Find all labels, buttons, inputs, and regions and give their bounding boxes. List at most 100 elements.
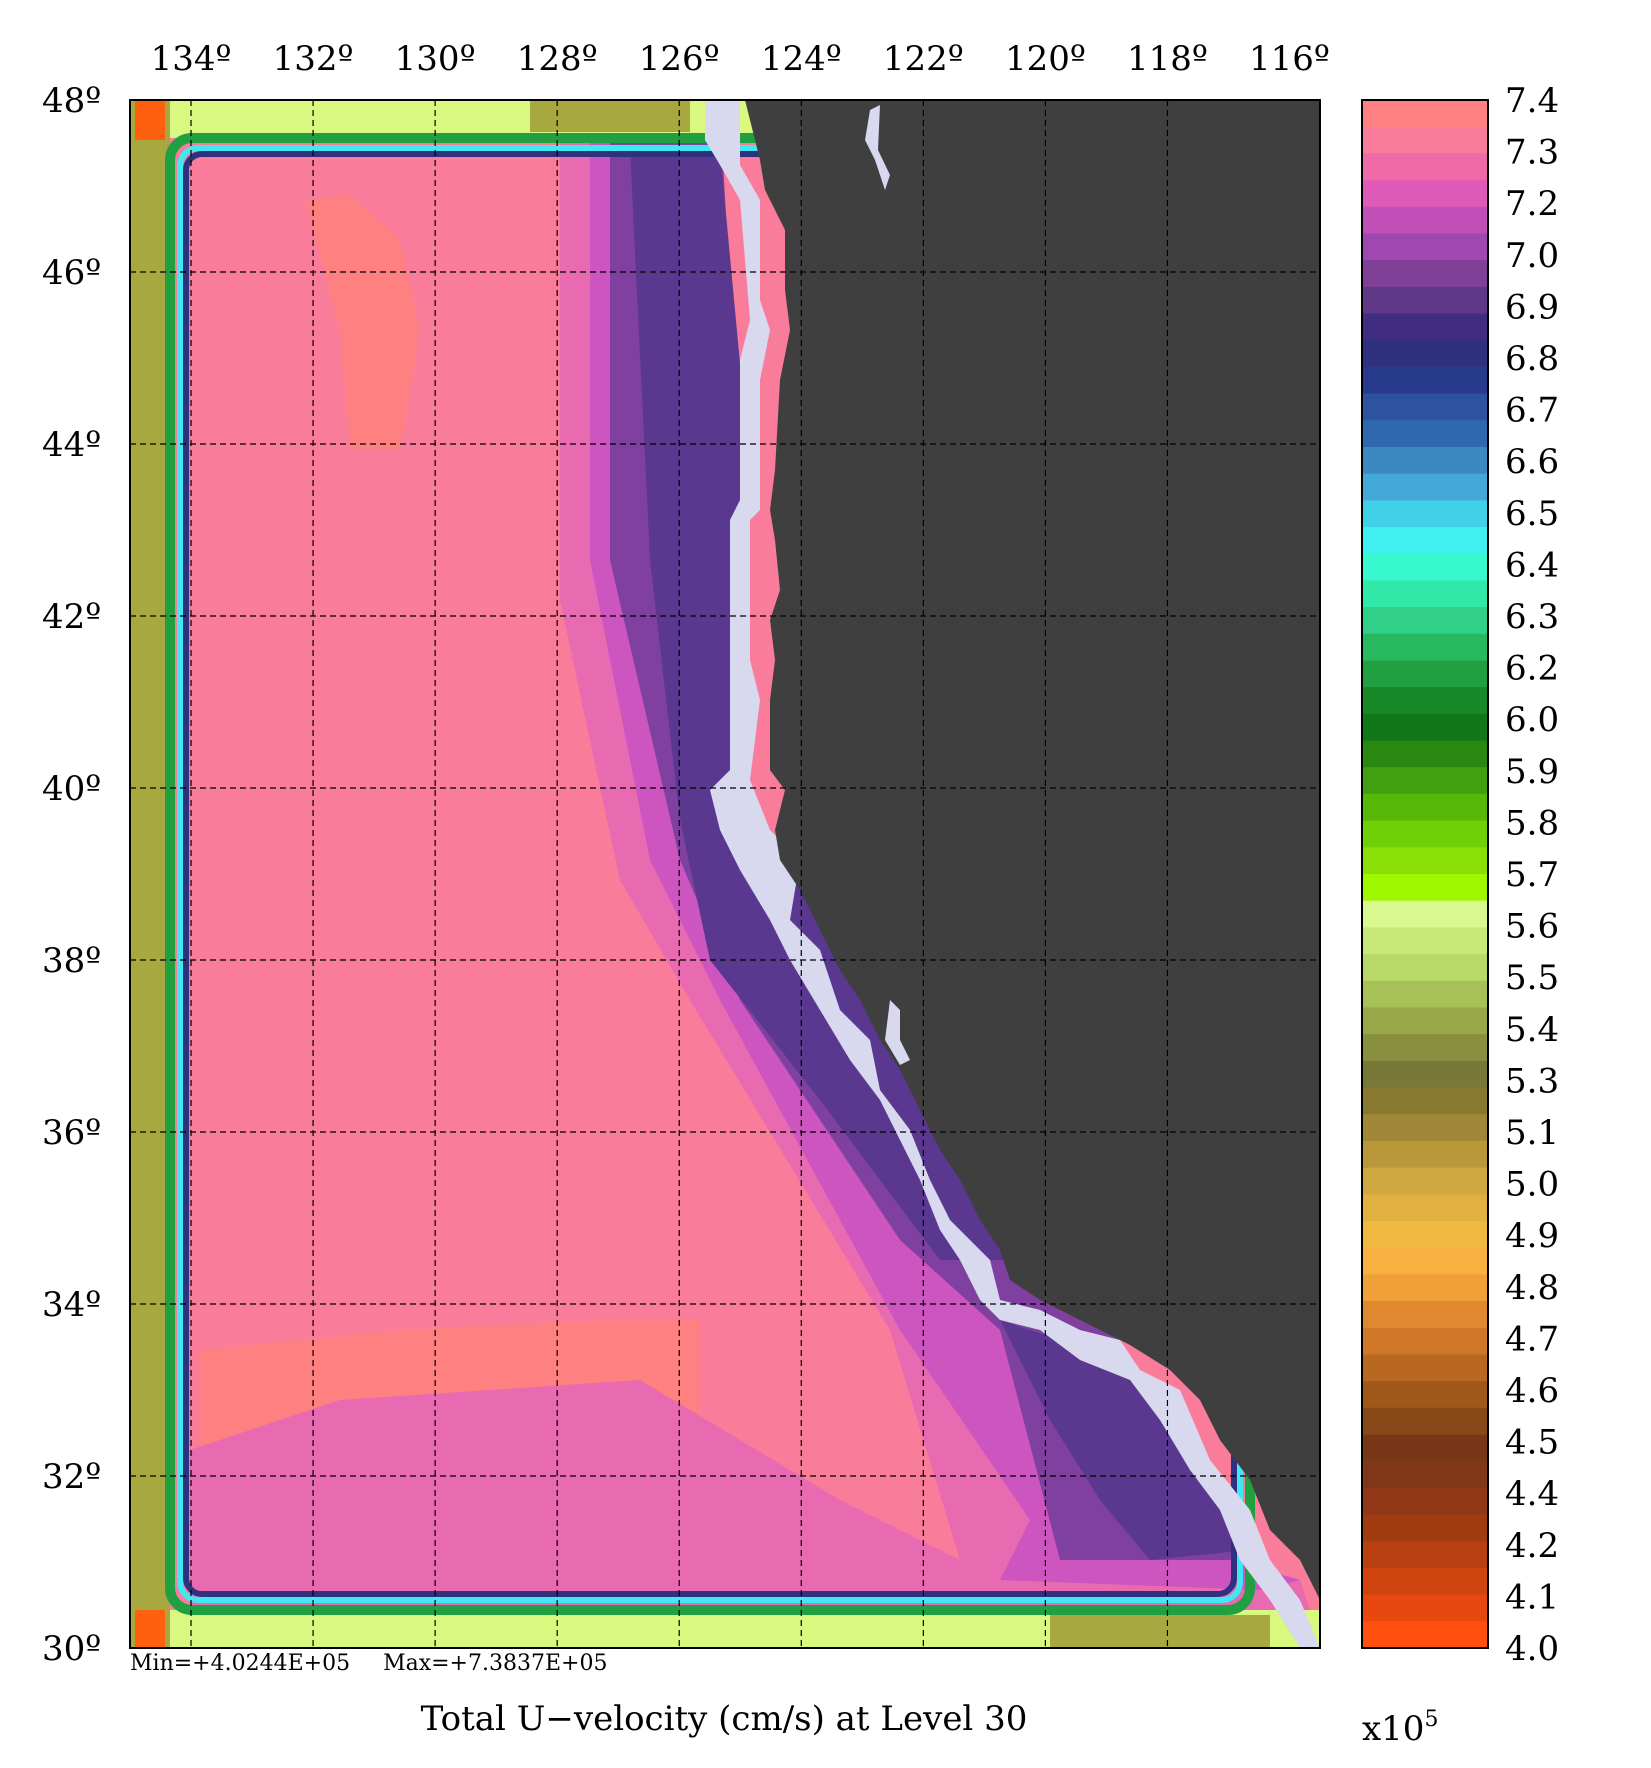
colorbar-swatch — [1362, 1487, 1488, 1516]
colorbar-tick-label: 4.0 — [1505, 1629, 1559, 1669]
colorbar-swatch — [1362, 767, 1488, 795]
lon-tick-label: 124º — [761, 39, 842, 79]
corner-orange-sw — [135, 1610, 165, 1648]
colorbar-swatch — [1362, 1301, 1488, 1329]
colorbar-swatch — [1362, 446, 1488, 475]
colorbar-frame — [1361, 99, 1489, 1649]
colorbar-swatch — [1362, 1621, 1488, 1649]
latitude-labels: 48º 46º 44º 42º 40º 38º 36º 34º 32º 30º — [42, 81, 101, 1669]
colorbar-swatch — [1362, 954, 1488, 982]
colorbar-swatch — [1362, 927, 1488, 955]
lat-tick-label: 38º — [42, 941, 101, 981]
lon-tick-label: 134º — [151, 39, 232, 79]
colorbar-tick-label: 6.4 — [1505, 545, 1559, 585]
lat-tick-label: 34º — [42, 1285, 101, 1325]
colorbar-tick-label: 5.0 — [1505, 1165, 1559, 1205]
lat-tick-label: 48º — [42, 81, 101, 121]
lat-tick-label: 32º — [42, 1457, 101, 1497]
lat-tick-label: 30º — [42, 1629, 101, 1669]
colorbar-tick-label: 5.9 — [1505, 752, 1559, 792]
corner-orange-nw — [135, 100, 165, 140]
colorbar-swatch — [1362, 713, 1488, 742]
colorbar-swatch — [1362, 153, 1488, 181]
colorbar-swatch — [1362, 206, 1488, 235]
colorbar-swatch — [1362, 633, 1488, 662]
colorbar-swatch — [1362, 874, 1488, 902]
colorbar-swatch — [1362, 1220, 1488, 1249]
high-value-patch-north — [305, 195, 420, 450]
colorbar-swatch — [1362, 1034, 1488, 1062]
colorbar-swatch — [1362, 740, 1488, 768]
plot-area — [130, 100, 1320, 1648]
colorbar-swatch — [1362, 500, 1488, 528]
colorbar-swatch — [1362, 100, 1488, 128]
colorbar-swatch — [1362, 1140, 1488, 1169]
puget-sound-inlet — [865, 105, 890, 190]
sf-bay-inlet — [885, 1000, 910, 1065]
colorbar-tick-label: 6.9 — [1505, 287, 1559, 327]
colorbar-tick-label: 6.6 — [1505, 442, 1559, 482]
colorbar-swatch — [1362, 1461, 1488, 1489]
deep-purple-band-south — [1000, 1320, 1250, 1560]
colorbar-tick-label: 6.5 — [1505, 494, 1559, 534]
colorbar-tick-label: 4.9 — [1505, 1216, 1559, 1256]
lat-tick-label: 36º — [42, 1113, 101, 1153]
colorbar-swatch — [1362, 1087, 1488, 1115]
colorbar-swatch — [1362, 260, 1488, 288]
colorbar-swatch — [1362, 1247, 1488, 1275]
colorbar-tick-label: 4.1 — [1505, 1577, 1559, 1617]
colorbar-tick-label: 5.1 — [1505, 1113, 1559, 1153]
stats-label: Min=+4.0244E+05 Max=+7.3837E+05 — [130, 1651, 607, 1676]
colorbar-swatch — [1362, 900, 1488, 928]
colorbar-swatch — [1362, 793, 1488, 822]
colorbar-swatch — [1362, 1514, 1488, 1542]
colorbar-tick-label: 4.2 — [1505, 1526, 1559, 1566]
colorbar-swatch — [1362, 527, 1488, 555]
colorbar-swatch — [1362, 1274, 1488, 1302]
colorbar-tick-label: 4.6 — [1505, 1371, 1559, 1411]
colorbar-swatch — [1362, 393, 1488, 421]
colorbar-swatch — [1362, 1407, 1488, 1436]
colorbar-tick-label: 4.4 — [1505, 1474, 1559, 1514]
colorbar-swatch — [1362, 1541, 1488, 1569]
colorbar-swatch — [1362, 313, 1488, 341]
deep-purple-band — [630, 150, 1030, 1260]
colorbar-tick-label: 6.2 — [1505, 649, 1559, 689]
colorbar-tick-label: 5.4 — [1505, 1010, 1559, 1050]
colorbar — [1361, 99, 1489, 1649]
lat-tick-label: 40º — [42, 769, 101, 809]
frame-olive-left — [130, 100, 170, 1648]
colorbar-swatch — [1362, 1167, 1488, 1195]
colorbar-swatch — [1362, 233, 1488, 261]
colorbar-swatch — [1362, 1007, 1488, 1035]
frame-olive-bottom-patch — [1050, 1615, 1270, 1648]
colorbar-swatch — [1362, 126, 1488, 154]
frame-olive-top-patch — [530, 100, 690, 132]
colorbar-swatch — [1362, 1060, 1488, 1089]
colorbar-multiplier: x105 — [1362, 1707, 1438, 1749]
lon-tick-label: 118º — [1127, 39, 1208, 79]
colorbar-swatch — [1362, 1194, 1488, 1222]
lon-tick-label: 120º — [1005, 39, 1086, 79]
max-value: Max=+7.3837E+05 — [383, 1651, 607, 1676]
colorbar-tick-label: 5.6 — [1505, 907, 1559, 947]
land — [745, 100, 1320, 1648]
colorbar-tick-label: 6.8 — [1505, 339, 1559, 379]
colorbar-tick-label: 5.8 — [1505, 803, 1559, 843]
colorbar-swatch — [1362, 687, 1488, 715]
colorbar-swatch — [1362, 366, 1488, 395]
lon-tick-label: 128º — [517, 39, 598, 79]
colorbar-swatch — [1362, 473, 1488, 501]
colorbar-swatch — [1362, 180, 1488, 208]
colorbar-swatch — [1362, 847, 1488, 875]
multiplier-exponent: 5 — [1424, 1707, 1438, 1732]
colorbar-tick-label: 5.5 — [1505, 958, 1559, 998]
colorbar-swatch — [1362, 980, 1488, 1009]
colorbar-tick-label: 7.0 — [1505, 236, 1559, 276]
colorbar-tick-label: 5.7 — [1505, 855, 1559, 895]
colorbar-swatch — [1362, 607, 1488, 635]
plot-frame — [129, 99, 1321, 1649]
multiplier-base: x10 — [1362, 1709, 1424, 1749]
lon-tick-label: 116º — [1249, 39, 1330, 79]
colorbar-swatch — [1362, 1434, 1488, 1462]
